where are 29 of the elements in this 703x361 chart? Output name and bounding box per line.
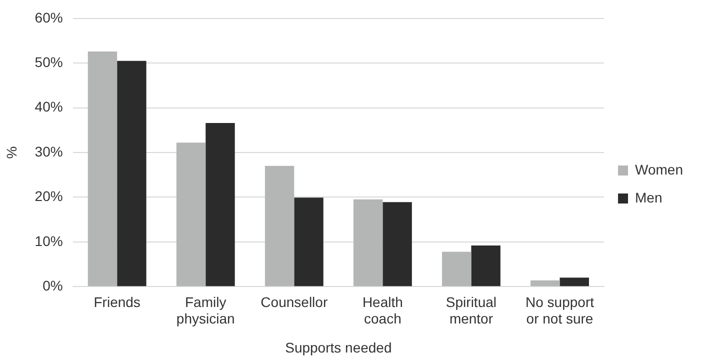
x-tick-label: Counsellor (260, 294, 328, 310)
bar (560, 278, 589, 286)
x-axis-title: Supports needed (285, 339, 392, 356)
bar (206, 123, 235, 286)
legend-label: Women (635, 161, 684, 178)
bar (294, 198, 324, 286)
bar (176, 142, 206, 286)
legend-label: Men (635, 189, 662, 206)
bar (530, 280, 560, 286)
x-tick-label: Family physician (176, 294, 235, 327)
y-tick-label: 40% (34, 98, 63, 115)
bar (117, 60, 146, 286)
y-axis-title: % (3, 146, 20, 159)
y-tick-label: 60% (34, 9, 63, 26)
y-tick-label: 50% (34, 54, 63, 70)
bar (382, 202, 412, 286)
y-tick-label: 10% (34, 232, 63, 249)
x-tick-label: Friends (94, 294, 140, 310)
y-tick-label: 30% (34, 143, 63, 160)
bar (471, 245, 500, 286)
bar (442, 252, 472, 286)
bar (264, 166, 294, 286)
x-tick-label: Spiritual mentor (446, 294, 497, 327)
x-tick-label: Health coach (362, 294, 403, 327)
bar (353, 199, 383, 286)
x-tick-label: No support or not sure (526, 294, 594, 327)
y-tick-label: 20% (34, 188, 63, 204)
bar (88, 51, 118, 286)
y-tick-label: 0% (42, 277, 63, 294)
